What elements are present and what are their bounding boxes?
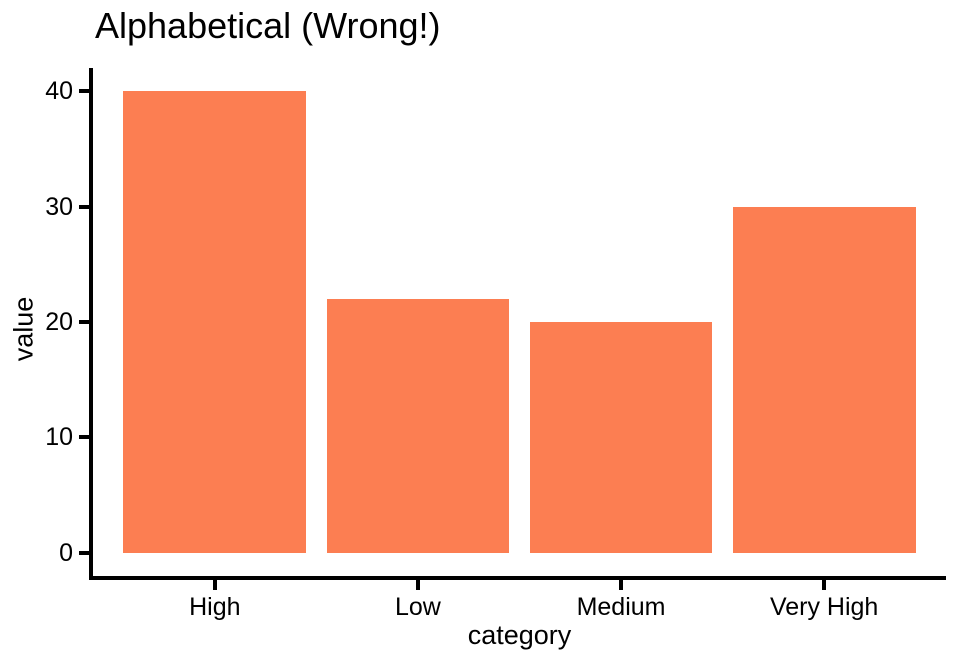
x-tick-mark	[822, 580, 827, 590]
x-axis-line	[89, 576, 946, 580]
x-tick-mark	[212, 580, 217, 590]
y-tick-label: 10	[45, 423, 73, 452]
x-tick-mark	[619, 580, 624, 590]
x-tick-mark	[415, 580, 420, 590]
x-tick-label: Low	[395, 593, 441, 621]
y-tick-label: 40	[45, 77, 73, 106]
bar-very-high	[732, 206, 916, 553]
x-tick-label: Very High	[769, 593, 879, 621]
y-axis-line	[89, 68, 93, 580]
y-tick-mark	[79, 550, 89, 555]
y-tick-label: 20	[45, 308, 73, 336]
y-tick-mark	[79, 204, 89, 209]
y-tick-mark	[79, 435, 89, 440]
bar-medium	[529, 322, 713, 553]
chart-title: Alphabetical (Wrong!)	[95, 5, 441, 46]
x-tick-label: High	[189, 593, 241, 621]
x-axis-title: category	[467, 620, 572, 650]
y-tick-label: 0	[59, 538, 73, 567]
x-tick-label: Medium	[576, 593, 666, 621]
bar-low	[326, 298, 510, 553]
bar-high	[123, 91, 307, 553]
y-tick-label: 30	[45, 192, 73, 221]
plot-panel: High Low Medium Very High 0 10 20 30 40	[45, 68, 946, 620]
y-tick-mark	[79, 89, 89, 94]
y-tick-mark	[79, 320, 89, 324]
